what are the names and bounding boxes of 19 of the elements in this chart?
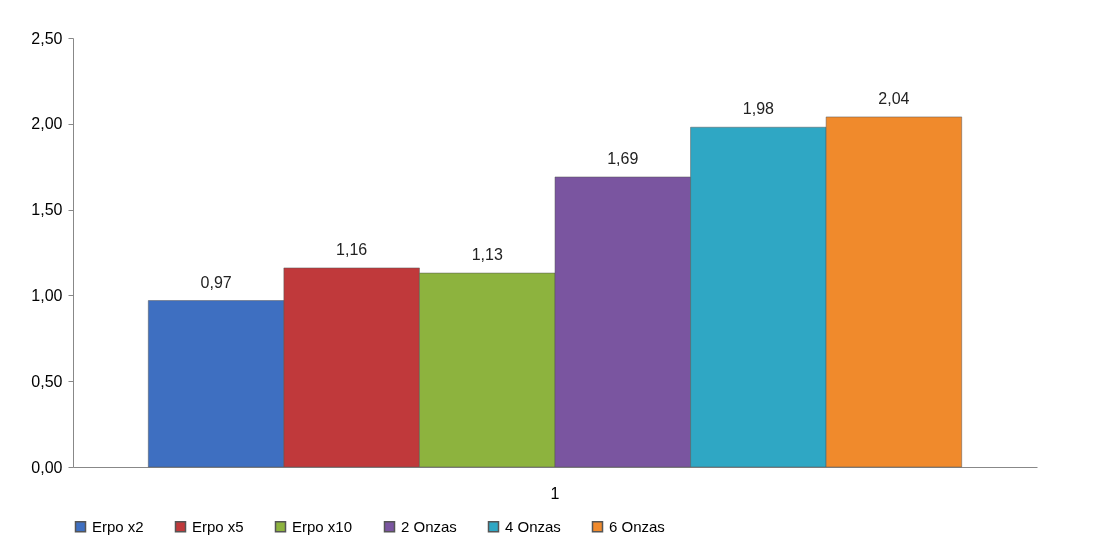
x-tick-label: 1 xyxy=(550,484,560,502)
data-label: 1,69 xyxy=(607,150,639,167)
legend-label: Erpo x2 xyxy=(92,517,144,535)
y-tick-label: 2,50 xyxy=(31,29,63,47)
legend-label: 4 Onzas xyxy=(505,517,561,535)
y-tick-label: 1,50 xyxy=(31,201,63,219)
legend-label: 6 Onzas xyxy=(609,517,665,535)
data-label: 1,16 xyxy=(336,240,368,258)
y-tick-label: 0,50 xyxy=(31,372,63,390)
data-label: 2,04 xyxy=(878,89,910,107)
legend-label: Erpo x10 xyxy=(292,517,353,535)
data-label: 1,13 xyxy=(471,246,503,264)
y-tick-label: 1,00 xyxy=(31,286,63,304)
legend-label: 2 Onzas xyxy=(401,517,457,535)
y-tick-label: 0,00 xyxy=(31,458,63,476)
y-tick-label: 2,00 xyxy=(31,115,63,133)
legend-label: Erpo x5 xyxy=(192,517,244,535)
data-label: 0,97 xyxy=(200,273,232,291)
data-label: 1,98 xyxy=(742,100,775,118)
